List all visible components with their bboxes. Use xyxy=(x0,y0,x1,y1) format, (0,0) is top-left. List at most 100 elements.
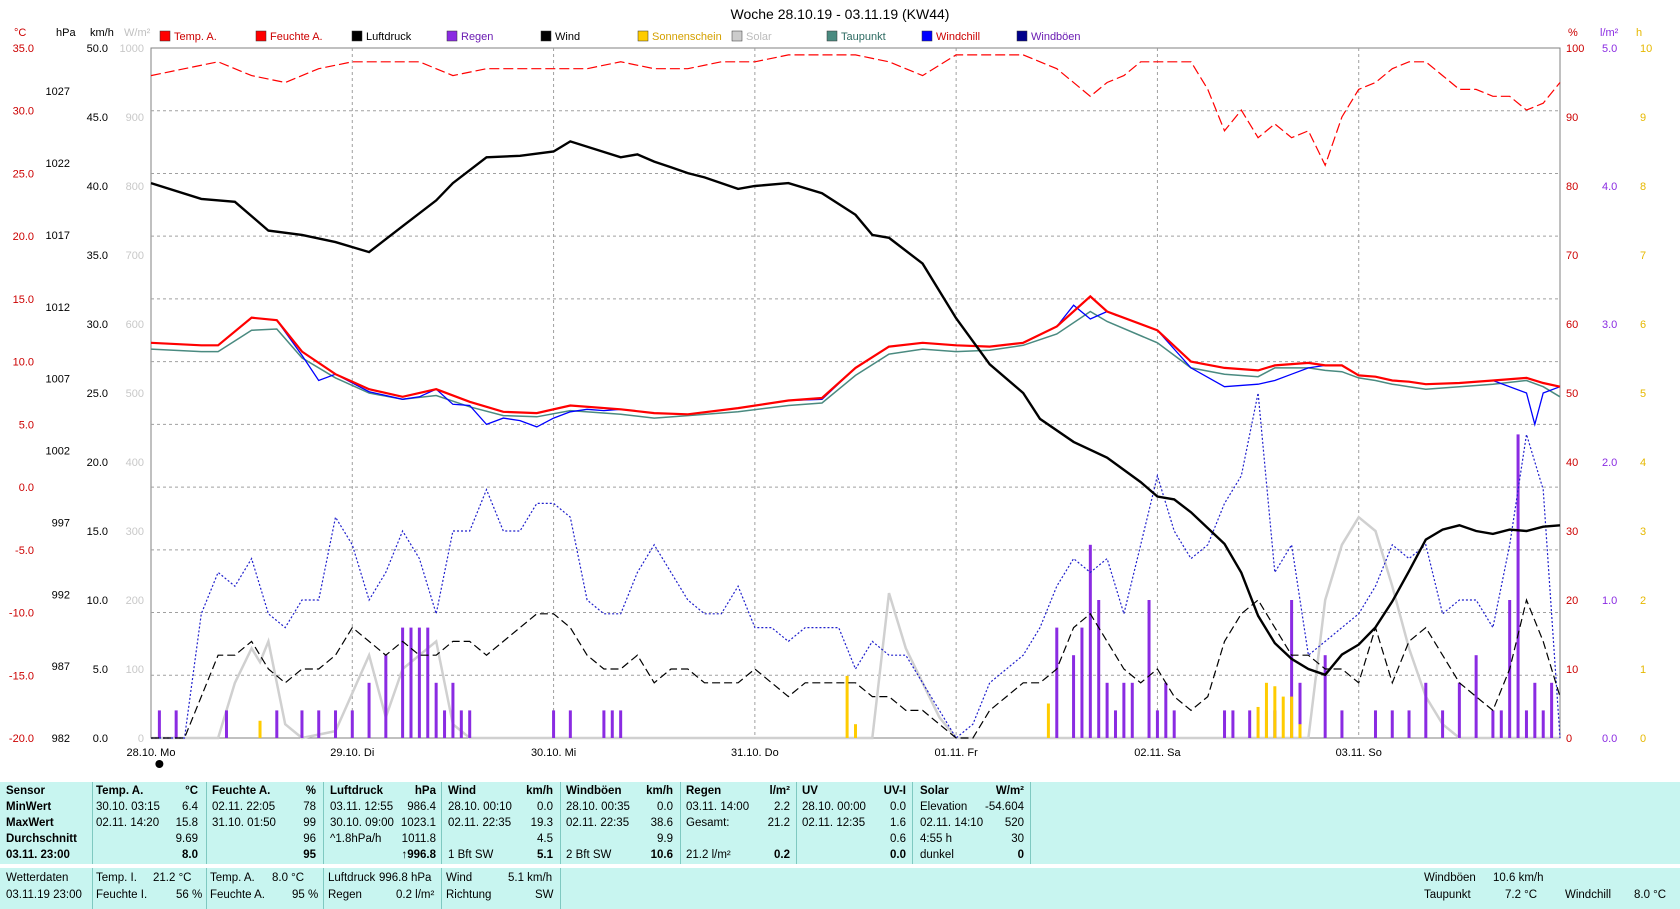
stats-cell: 1.6 xyxy=(890,817,906,829)
stats-cell: 21.2 xyxy=(767,817,790,829)
bottom-status-bar: Wetterdaten 03.11.19 23:00 Temp. I. 21.2… xyxy=(0,868,1680,909)
temp-a-value: 8.0 °C xyxy=(272,872,305,884)
sunshine-axis-label: 6 xyxy=(1640,319,1646,331)
wind-value: 5.1 km/h xyxy=(508,872,553,884)
stats-header-cell: Temp. A. xyxy=(96,785,144,797)
sunshine-axis-label: 4 xyxy=(1640,457,1646,469)
taupunkt-label: Taupunkt xyxy=(1424,889,1471,901)
rain-bar xyxy=(1147,600,1151,738)
rain-axis-label: 4.0 xyxy=(1602,181,1617,193)
x-axis-label: 01.11. Fr xyxy=(935,747,979,759)
series-temperature xyxy=(150,294,1561,416)
stats-header-cell: Regen xyxy=(686,785,722,797)
rain-bar xyxy=(1524,710,1528,738)
left-axis-header: W/m² xyxy=(124,27,151,39)
rain-bar xyxy=(300,710,304,738)
stats-table: Sensor Temp. A. °C Feuchte A.% Luftdruck hPa W… xyxy=(0,782,1680,864)
series-wind-gusts xyxy=(151,392,1561,739)
solar-axis-label: 700 xyxy=(126,250,144,262)
stats-cell: ^1.8hPa/h xyxy=(330,833,382,845)
feuchte-a-label: Feuchte A. xyxy=(210,889,265,901)
legend-label: Wind xyxy=(555,31,580,43)
stats-cell: Durchschnitt xyxy=(6,833,77,845)
stats-cell: 02.11. 22:05 xyxy=(212,801,276,813)
stats-header-cell: Windböen xyxy=(566,785,622,797)
temp-axis-label: -20.0 xyxy=(9,733,34,745)
rain-bar xyxy=(1533,682,1537,738)
rain-bar xyxy=(157,710,161,738)
grid xyxy=(150,47,1561,739)
rain-bar xyxy=(1080,627,1084,738)
rain-bar xyxy=(417,627,421,738)
solar-axis-label: 1000 xyxy=(120,43,144,55)
stats-cell: 03.11. 23:00 xyxy=(6,849,70,861)
pressure-axis-label: 1002 xyxy=(46,446,70,458)
windboeen-label: Windböen xyxy=(1424,872,1476,884)
legend-label: Temp. A. xyxy=(174,31,217,43)
humidity-axis-label: 0 xyxy=(1566,733,1572,745)
x-axis-label: 28.10. Mo xyxy=(127,747,176,759)
temp-axis-label: 10.0 xyxy=(13,357,34,369)
x-axis-label: 02.11. Sa xyxy=(1134,747,1181,759)
temp-axis-label: -15.0 xyxy=(9,670,34,682)
rain-bar xyxy=(350,710,354,738)
luftdruck-value: 996.8 hPa xyxy=(379,872,432,884)
rain-bar xyxy=(1223,710,1227,738)
rain-bar xyxy=(317,710,321,738)
legend-swatch xyxy=(1016,30,1028,42)
rain-bar xyxy=(1088,544,1092,738)
solar-axis-label: 300 xyxy=(126,526,144,538)
stats-cell: -54.604 xyxy=(984,801,1024,813)
richtung-value: SW xyxy=(535,889,554,901)
rain-bar xyxy=(1248,710,1252,738)
rain-bar xyxy=(1474,655,1478,738)
sunshine-axis-label: 8 xyxy=(1640,181,1646,193)
stats-cell: 03.11. 12:55 xyxy=(330,801,394,813)
rain-axis-label: 2.0 xyxy=(1602,457,1617,469)
stats-cell: 0.0 xyxy=(890,801,906,813)
stats-cell: ↑996.8 xyxy=(401,849,436,861)
wind-label: Wind xyxy=(446,872,473,884)
rain-bar xyxy=(174,710,178,738)
rain-bar xyxy=(1113,710,1117,738)
sunshine-bar xyxy=(1281,696,1285,738)
rain-axis-label: 5.0 xyxy=(1602,43,1617,55)
weather-chart: Woche 28.10.19 - 03.11.19 (KW44) Temp. A… xyxy=(9,6,1652,768)
stats-cell: 6.4 xyxy=(182,801,198,813)
sunshine-axis-label: 0 xyxy=(1640,733,1646,745)
x-axis-label: 31.10. Do xyxy=(731,747,779,759)
stats-cell: 38.6 xyxy=(650,817,673,829)
legend-label: Solar xyxy=(746,31,772,43)
pressure-axis-label: 1012 xyxy=(46,302,70,314)
rain-bar xyxy=(1105,682,1109,738)
sunshine-axis-label: 3 xyxy=(1640,526,1646,538)
pressure-axis-label: 1007 xyxy=(46,374,70,386)
stats-cell: 0.0 xyxy=(657,801,673,813)
legend-swatch xyxy=(446,30,458,42)
stats-cell: 5.1 xyxy=(537,849,553,861)
temp-a-label: Temp. A. xyxy=(210,872,255,884)
sunshine-bar xyxy=(258,720,262,738)
stats-cell: dunkel xyxy=(920,849,954,861)
series-wind xyxy=(151,598,1561,739)
x-axis-label: 30.10. Mi xyxy=(531,747,576,759)
pressure-axis-label: 1022 xyxy=(46,158,70,170)
stats-header-cell: % xyxy=(305,785,316,797)
sunshine-bar xyxy=(1298,724,1302,738)
legend: Temp. A. Feuchte A. Luftdruck Regen Wind Sonn… xyxy=(159,30,1081,43)
humidity-axis-label: 90 xyxy=(1566,112,1578,124)
stats-cell: 8.0 xyxy=(182,849,198,861)
sunshine-bar xyxy=(1290,696,1294,738)
series-solar xyxy=(151,515,1560,740)
humidity-axis-label: 70 xyxy=(1566,250,1578,262)
rain-bar xyxy=(468,710,472,738)
rain-bar xyxy=(1550,682,1554,738)
stats-header-cell: Sensor xyxy=(6,785,45,797)
sunshine-bar xyxy=(1264,682,1268,738)
regen-label: Regen xyxy=(328,889,362,901)
stats-cell: 0.6 xyxy=(890,833,906,845)
rain-bar xyxy=(1122,682,1126,738)
left-axes: °C hPa km/h W/m² 35.0 30.0 25.0 20.0 15.0 10.0 5.0… xyxy=(9,27,151,745)
x-axis-label: 29.10. Di xyxy=(330,747,374,759)
humidity-axis-label: 100 xyxy=(1566,43,1584,55)
